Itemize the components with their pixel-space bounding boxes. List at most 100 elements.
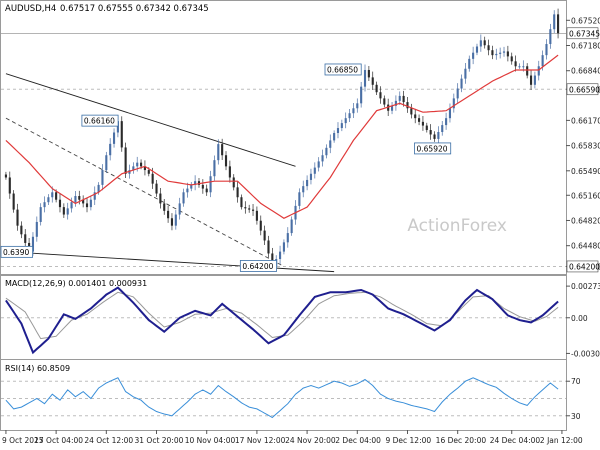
moving-average-line — [5, 54, 559, 219]
candle-body — [140, 162, 143, 167]
candle-body — [495, 53, 498, 56]
candle-body — [205, 188, 208, 193]
candle-body — [406, 102, 409, 109]
candle-body — [178, 203, 181, 215]
candle-body — [116, 121, 119, 133]
x-tick-label: 24 Oct 12:00 — [84, 436, 133, 445]
price-label-text: 0.64200 — [569, 262, 600, 271]
x-tick-label: 24 Nov 20:00 — [285, 436, 336, 445]
candle-body — [456, 88, 459, 99]
candle-body — [101, 170, 104, 185]
candle-body — [12, 193, 15, 210]
candle-body — [213, 160, 216, 177]
candle-body — [194, 181, 197, 185]
candle-body — [336, 128, 340, 133]
candle-body — [491, 50, 494, 56]
candle-body — [545, 44, 548, 56]
candle-body — [112, 132, 116, 144]
price-tick-label: 0.65160 — [571, 191, 600, 200]
price-panel-frame — [0, 0, 567, 275]
candle-body — [445, 118, 448, 126]
candle-body — [62, 207, 65, 215]
annotation-text: 0.65920 — [417, 144, 448, 153]
candle-body — [43, 202, 46, 208]
x-tick-label: 17 Nov 12:00 — [235, 436, 286, 445]
candle-body — [85, 203, 89, 208]
candle-body — [526, 66, 529, 76]
candle-body — [132, 166, 135, 171]
price-label: 0.64200 — [566, 260, 600, 273]
candle-body — [217, 144, 220, 161]
price-tick-label: 0.67520 — [571, 16, 600, 25]
candle-body — [232, 177, 235, 188]
candle-body — [448, 108, 452, 119]
candle-body — [51, 192, 54, 198]
candle-body — [105, 155, 108, 171]
candle-body — [190, 184, 193, 189]
candle-body — [557, 14, 560, 34]
swing-annotations: 0.66160 0.66850 0.65920 0.64200 0.6390 — [0, 63, 452, 272]
swing-annotation: 0.66160 — [81, 114, 119, 127]
candle-body — [348, 113, 351, 119]
candle-body — [479, 40, 482, 47]
candle-body — [367, 69, 370, 78]
annotation-box — [239, 260, 277, 272]
candle-body — [109, 143, 112, 156]
candle-body — [394, 100, 397, 106]
rsi-line — [5, 377, 559, 419]
candle-body — [483, 40, 486, 46]
chart-symbol: AUDUSD,H4 — [5, 4, 56, 14]
candle-body — [97, 184, 100, 193]
candle-body — [414, 114, 417, 119]
candle-body — [306, 179, 309, 187]
candle-body — [533, 75, 536, 85]
x-tick-label: 16 Dec 20:00 — [436, 436, 487, 445]
candle-body — [514, 61, 517, 67]
candle-body — [441, 125, 444, 133]
candle-body — [383, 98, 386, 105]
candle-body — [31, 236, 35, 252]
candle-body — [487, 45, 490, 51]
chart-ohlc: 0.67517 0.67555 0.67342 0.67345 — [60, 4, 209, 14]
candle-body — [182, 192, 185, 204]
annotation-text: 0.66850 — [327, 65, 358, 74]
candle-body — [460, 78, 463, 89]
candle-body — [472, 52, 475, 59]
candle-body — [356, 103, 359, 109]
upper-channel-line — [5, 73, 296, 167]
annotation-box — [324, 63, 362, 76]
watermark: ActionForex — [407, 216, 507, 236]
candle-body — [452, 98, 455, 109]
rsi-tick-label: 30 — [571, 412, 581, 421]
candle-body — [429, 130, 432, 135]
candle-body — [549, 29, 552, 45]
macd-tick-label: -0.003077 — [571, 349, 600, 358]
candle-body — [313, 167, 316, 174]
candle-body — [159, 193, 162, 204]
x-tick-label: 2 Jan 12:00 — [540, 436, 583, 445]
candle-body — [333, 132, 336, 141]
candle-body — [186, 188, 189, 193]
candle-body — [282, 242, 285, 252]
swing-annotation: 0.65920 — [414, 142, 452, 155]
candle-body — [506, 51, 509, 57]
candle-body — [4, 174, 7, 178]
candle-body — [39, 207, 42, 222]
candle-body — [147, 170, 150, 174]
candle-body — [387, 104, 390, 111]
candle-body — [70, 202, 73, 209]
candle-body — [197, 181, 201, 185]
candle-body — [298, 192, 301, 206]
candle-body — [35, 221, 38, 237]
candle-body — [510, 56, 513, 62]
candle-body — [201, 184, 204, 189]
candle-body — [78, 196, 81, 200]
x-tick-label: 2 Dec 04:00 — [335, 436, 381, 445]
candle-body — [398, 95, 401, 101]
candle-body — [163, 203, 166, 211]
annotation-box — [81, 114, 119, 127]
candle-body — [251, 209, 255, 211]
candle-body — [240, 197, 243, 208]
candle-body — [468, 58, 471, 69]
